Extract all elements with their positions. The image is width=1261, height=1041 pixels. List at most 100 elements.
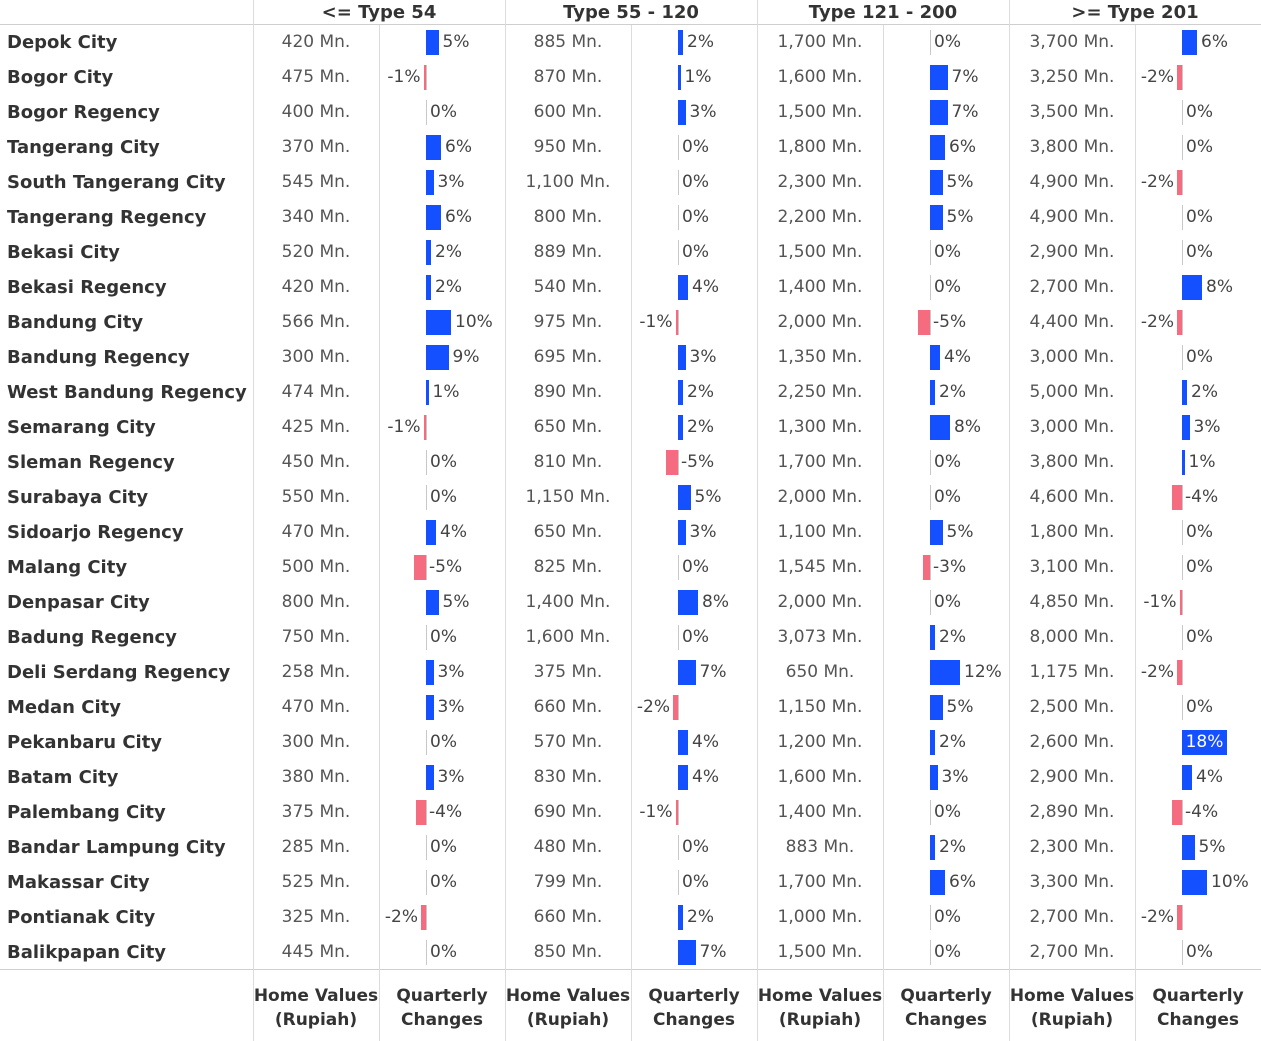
change-label: -5%	[933, 312, 967, 332]
change-label: 3%	[437, 767, 465, 787]
zero-line	[930, 940, 931, 965]
zero-line	[1182, 660, 1183, 685]
zero-line	[678, 835, 679, 860]
change-bar	[1177, 905, 1182, 930]
measure-label: Quarterly Changes	[900, 986, 992, 1030]
zero-line	[426, 555, 427, 580]
row-label: Tangerang City	[7, 137, 160, 158]
change-label: 6%	[445, 207, 472, 227]
home-value-cell: 480 Mn.	[533, 837, 603, 857]
home-value-cell: 3,000 Mn.	[1029, 347, 1115, 367]
home-value-cell: 4,400 Mn.	[1029, 312, 1115, 332]
change-label: 6%	[949, 872, 976, 892]
change-label: 0%	[682, 557, 709, 577]
home-value-cell: 470 Mn.	[281, 697, 351, 717]
home-value-cell: 474 Mn.	[281, 382, 351, 402]
change-label: 3%	[1193, 417, 1221, 437]
zero-line	[1182, 240, 1183, 265]
change-bar	[426, 520, 436, 545]
zero-line	[426, 940, 427, 965]
group-divider	[505, 0, 506, 1041]
change-label: 0%	[934, 242, 961, 262]
change-label: 3%	[437, 697, 465, 717]
home-value-cell: 1,800 Mn.	[777, 137, 863, 157]
zero-line	[930, 450, 931, 475]
change-bar	[930, 170, 943, 195]
change-bar	[930, 345, 940, 370]
home-value-cell: 1,600 Mn.	[777, 67, 863, 87]
footer-divider	[0, 969, 1261, 970]
change-label: -1%	[1143, 592, 1177, 612]
home-value-cell: 3,100 Mn.	[1029, 557, 1115, 577]
row-label: Badung Regency	[7, 627, 177, 648]
zero-line	[678, 135, 679, 160]
change-label: -2%	[1140, 907, 1174, 927]
change-label: -5%	[681, 452, 715, 472]
measure-label: Home Values (Rupiah)	[253, 986, 379, 1030]
change-bar	[1177, 310, 1182, 335]
change-label: 4%	[692, 732, 719, 752]
measure-label: Home Values (Rupiah)	[757, 986, 883, 1030]
change-bar	[426, 345, 449, 370]
home-value-cell: 2,700 Mn.	[1029, 907, 1115, 927]
home-value-cell: 800 Mn.	[281, 592, 351, 612]
zero-line	[426, 835, 427, 860]
home-value-cell: 370 Mn.	[281, 137, 351, 157]
home-value-cell: 1,500 Mn.	[777, 242, 863, 262]
change-bar	[1172, 485, 1182, 510]
zero-line	[678, 870, 679, 895]
home-value-cell: 1,700 Mn.	[777, 452, 863, 472]
row-label: Bandung Regency	[7, 347, 190, 368]
change-label: 2%	[1191, 382, 1218, 402]
zero-line	[1182, 940, 1183, 965]
change-label: 0%	[934, 907, 961, 927]
change-label: 0%	[1186, 347, 1213, 367]
row-label: West Bandung Regency	[7, 382, 247, 403]
change-bar	[426, 660, 434, 685]
zero-line	[930, 240, 931, 265]
home-value-cell: 4,900 Mn.	[1029, 172, 1115, 192]
home-value-cell: 4,850 Mn.	[1029, 592, 1115, 612]
change-label: 6%	[445, 137, 472, 157]
change-label: 5%	[442, 32, 470, 52]
home-value-cell: 2,000 Mn.	[777, 487, 863, 507]
change-label: 10%	[1211, 872, 1249, 892]
home-value-cell: 850 Mn.	[533, 942, 603, 962]
change-label: 0%	[682, 872, 709, 892]
change-label: 0%	[1186, 242, 1213, 262]
change-bar	[678, 660, 696, 685]
home-value-cell: 1,700 Mn.	[777, 32, 863, 52]
change-bar	[426, 275, 431, 300]
home-value-cell: 883 Mn.	[785, 837, 855, 857]
change-bar	[426, 590, 439, 615]
home-value-cell: 3,000 Mn.	[1029, 417, 1115, 437]
change-bar	[678, 765, 688, 790]
change-label: 0%	[682, 207, 709, 227]
home-value-cell: 540 Mn.	[533, 277, 603, 297]
change-bar	[1179, 590, 1182, 615]
home-value-cell: 2,600 Mn.	[1029, 732, 1115, 752]
change-label: 0%	[934, 487, 961, 507]
home-value-cell: 1,000 Mn.	[777, 907, 863, 927]
home-value-cell: 550 Mn.	[281, 487, 351, 507]
change-label: 0%	[430, 837, 457, 857]
change-label: -2%	[1140, 172, 1174, 192]
row-label: South Tangerang City	[7, 172, 226, 193]
home-value-cell: 1,400 Mn.	[525, 592, 611, 612]
change-bar	[678, 730, 688, 755]
zero-line	[1182, 485, 1183, 510]
change-label: -2%	[1140, 312, 1174, 332]
measure-label: Home Values (Rupiah)	[505, 986, 631, 1030]
zero-line	[930, 800, 931, 825]
change-bar	[678, 415, 683, 440]
change-label: 5%	[694, 487, 722, 507]
zero-line	[426, 100, 427, 125]
change-label: 0%	[934, 592, 961, 612]
change-bar	[423, 415, 426, 440]
home-value-cell: 450 Mn.	[281, 452, 351, 472]
home-value-cell: 600 Mn.	[533, 102, 603, 122]
home-value-cell: 1,400 Mn.	[777, 277, 863, 297]
row-label: Pontianak City	[7, 907, 156, 928]
change-label: 0%	[1186, 137, 1213, 157]
